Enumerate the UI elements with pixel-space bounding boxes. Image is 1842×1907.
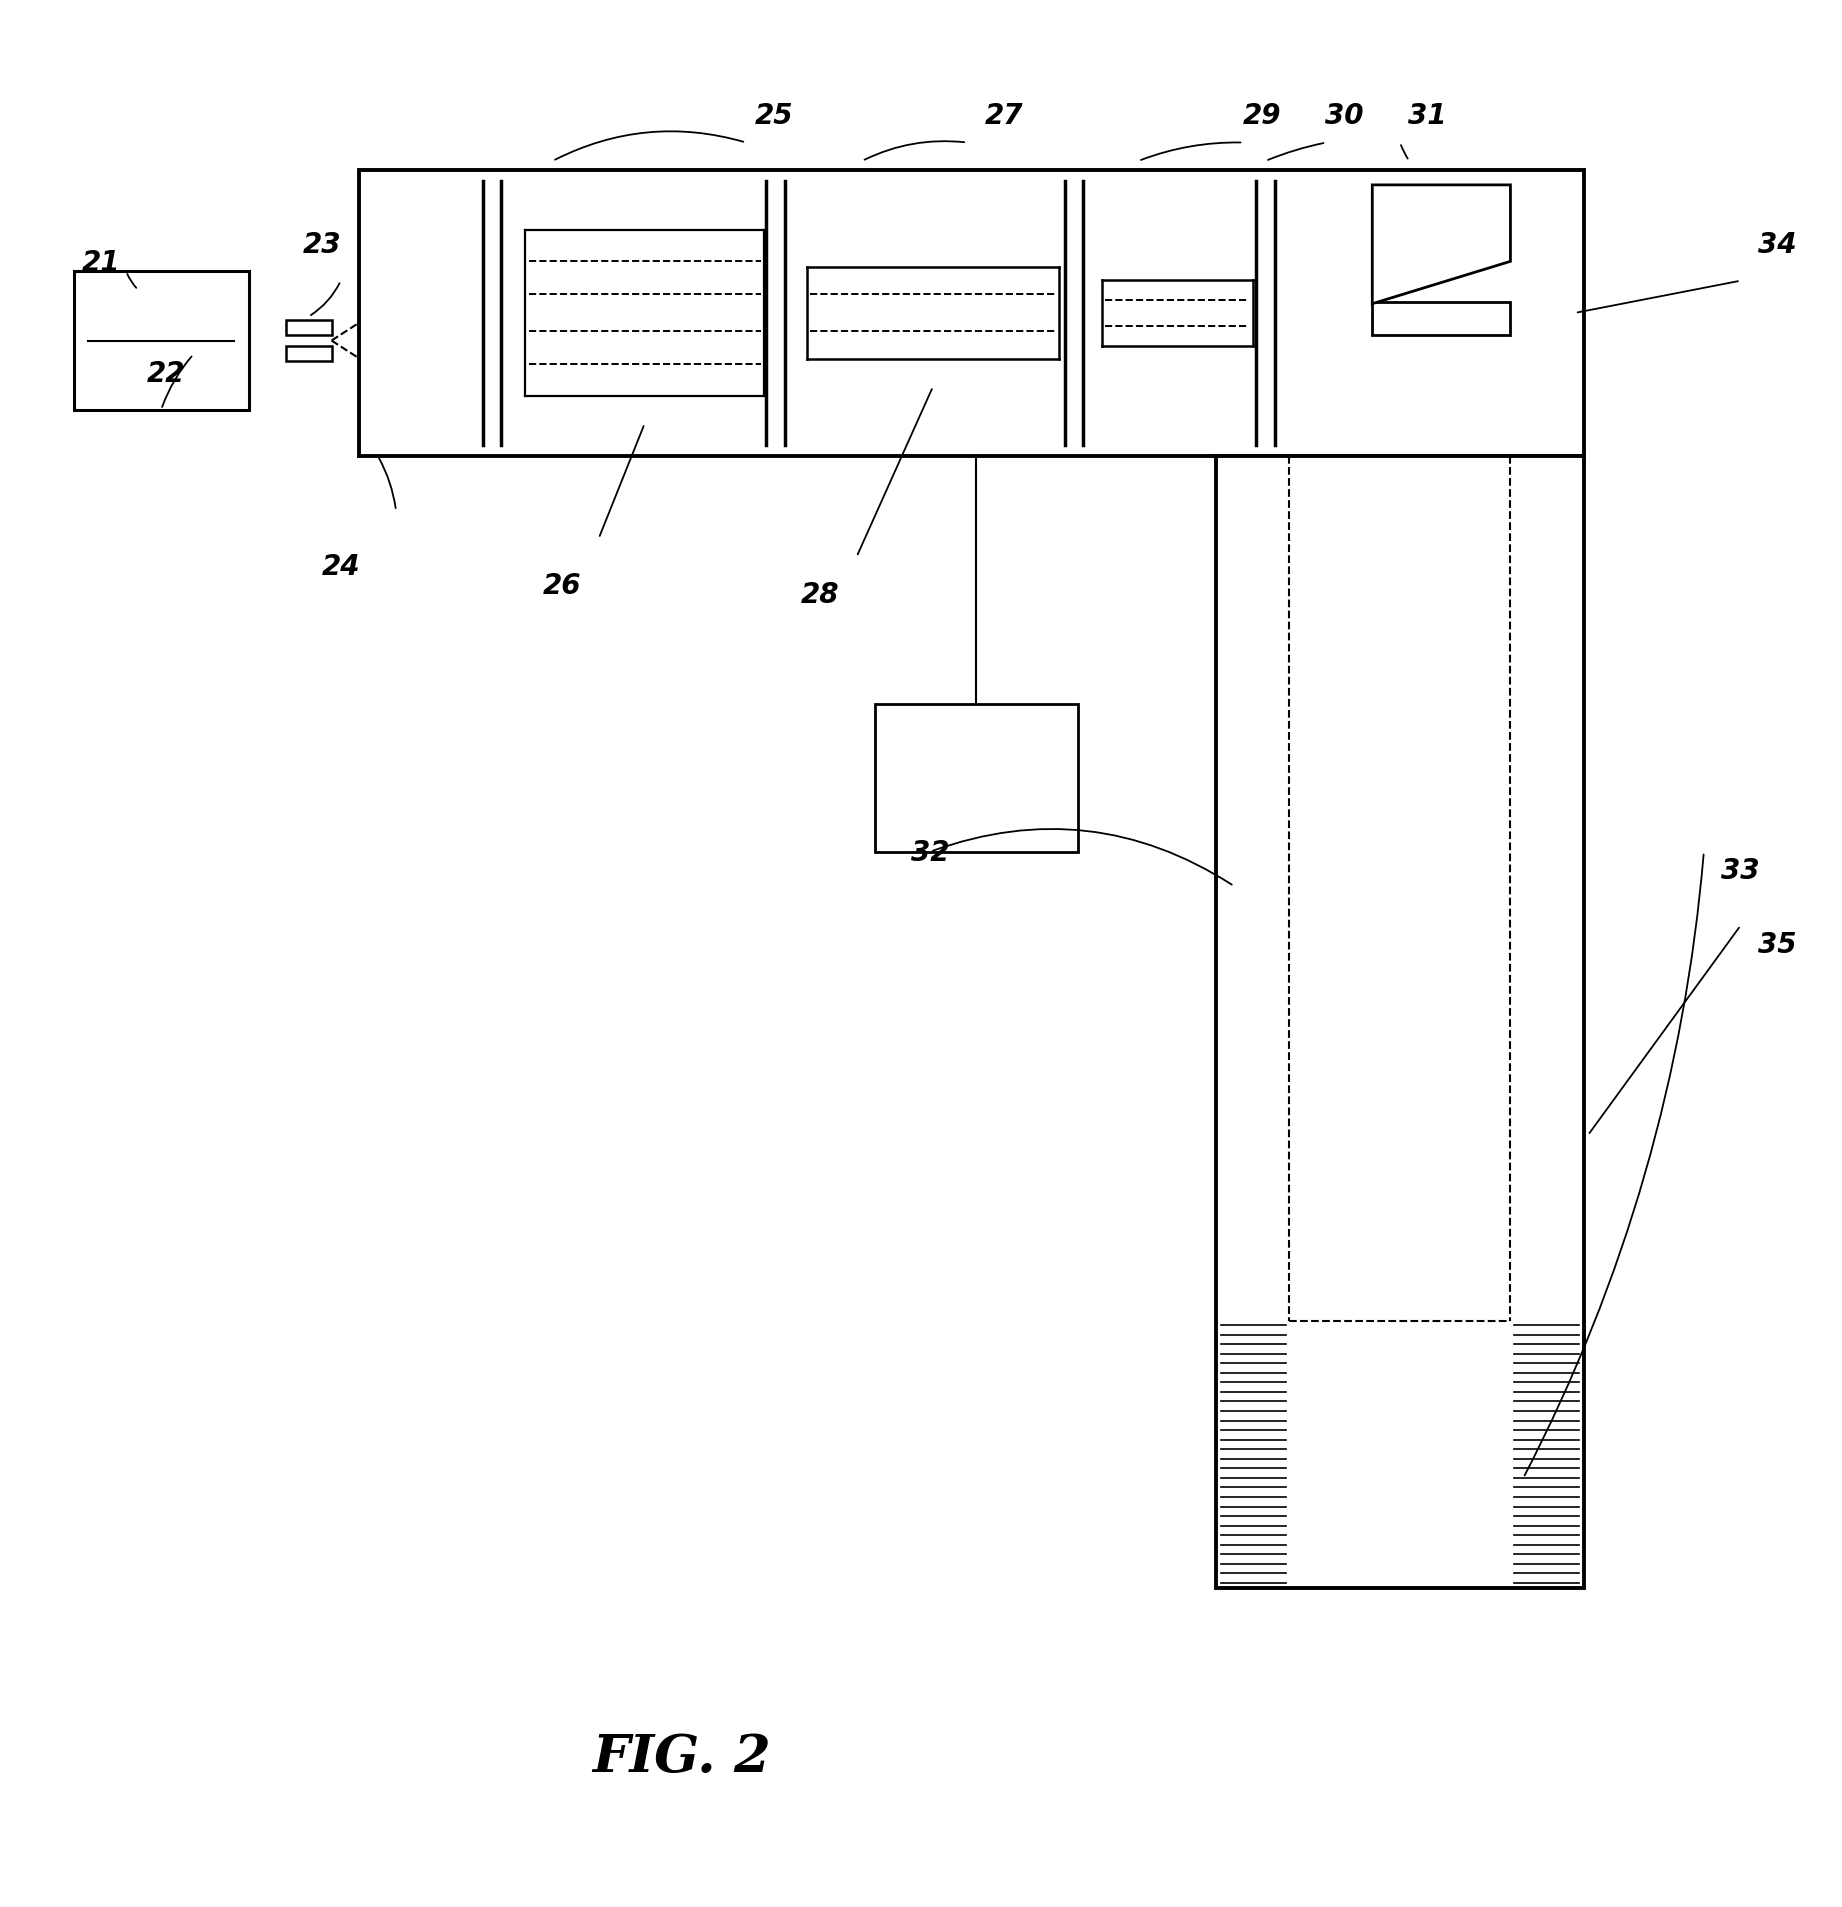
Text: 30: 30 xyxy=(1326,101,1363,130)
Text: 28: 28 xyxy=(801,580,838,608)
Bar xyxy=(1372,303,1510,336)
Text: FIG. 2: FIG. 2 xyxy=(591,1732,772,1781)
Bar xyxy=(286,347,332,362)
Text: 22: 22 xyxy=(147,360,184,387)
Text: 24: 24 xyxy=(322,553,359,582)
Text: 34: 34 xyxy=(1759,231,1796,259)
Text: 25: 25 xyxy=(755,101,792,130)
Text: 35: 35 xyxy=(1759,931,1796,959)
Bar xyxy=(286,320,332,336)
Bar xyxy=(875,706,1078,852)
Text: 23: 23 xyxy=(304,231,341,259)
Text: 32: 32 xyxy=(912,839,949,866)
Bar xyxy=(359,172,1584,456)
Text: 29: 29 xyxy=(1243,101,1280,130)
Polygon shape xyxy=(1372,185,1510,305)
Text: 26: 26 xyxy=(543,572,580,599)
Text: 31: 31 xyxy=(1409,101,1446,130)
Bar xyxy=(1216,456,1584,1589)
Bar xyxy=(74,273,249,410)
Text: 33: 33 xyxy=(1722,856,1759,885)
Text: 27: 27 xyxy=(985,101,1022,130)
Text: 21: 21 xyxy=(83,250,120,277)
